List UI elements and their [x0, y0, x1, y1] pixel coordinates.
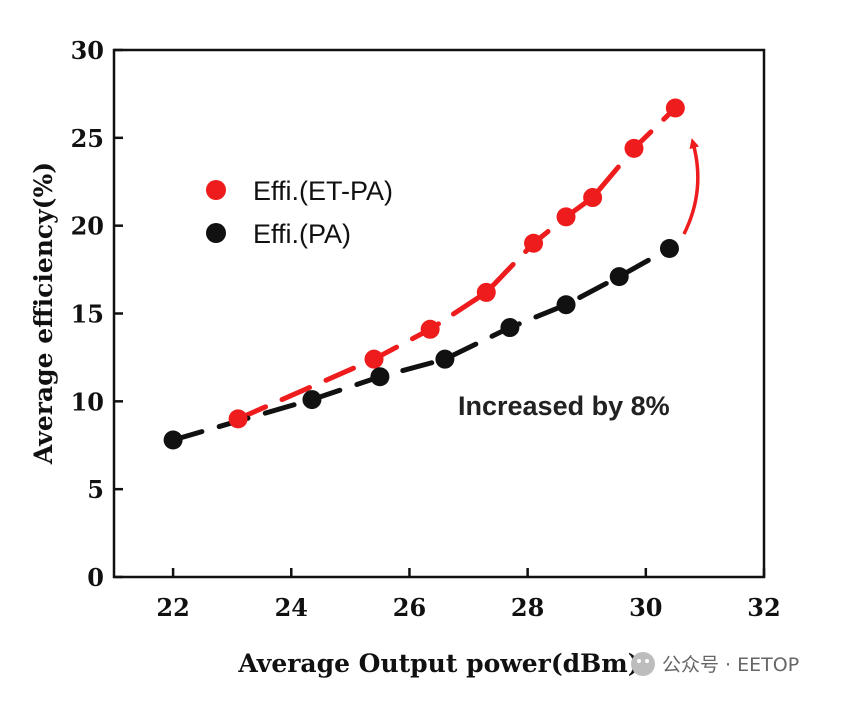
- y-tick-label: 25: [71, 124, 104, 153]
- data-point-et-pa: [228, 409, 248, 429]
- y-axis-ticks: 0 5 10 15 20 25 30: [71, 36, 123, 592]
- legend-label-et-pa: Effi.(ET-PA): [253, 176, 393, 206]
- y-tick-label: 5: [87, 475, 104, 504]
- y-tick-label: 10: [71, 387, 104, 416]
- data-point-et-pa: [583, 188, 603, 208]
- data-point-et-pa: [476, 282, 496, 302]
- data-point-et-pa: [420, 319, 440, 339]
- x-axis-ticks: 22 24 26 28 30 32: [156, 568, 781, 622]
- series-layer: [163, 98, 685, 450]
- data-point-et-pa: [364, 349, 384, 369]
- x-tick-label: 28: [511, 593, 544, 622]
- x-tick-label: 24: [275, 593, 308, 622]
- legend-marker-et-pa: [206, 180, 226, 200]
- x-tick-label: 30: [629, 593, 662, 622]
- increase-annotation: Increased by 8%: [458, 391, 670, 421]
- data-point-et-pa: [624, 138, 644, 158]
- wechat-icon: [631, 652, 655, 676]
- data-point-et-pa: [665, 98, 685, 118]
- plot-frame: [112, 48, 766, 579]
- y-tick-label: 0: [87, 563, 104, 592]
- y-tick-label: 30: [71, 36, 104, 65]
- x-axis-title: Average Output power(dBm): [237, 649, 639, 678]
- y-axis-title: Average efficiency(%): [29, 162, 58, 465]
- x-tick-label: 32: [747, 593, 780, 622]
- data-point-pa: [556, 295, 576, 315]
- data-point-pa: [659, 239, 679, 259]
- data-point-pa: [302, 390, 322, 410]
- data-point-pa: [163, 430, 183, 450]
- data-point-pa: [500, 318, 520, 338]
- watermark: 公众号 · EETOP: [631, 652, 799, 676]
- legend-marker-pa: [206, 223, 226, 243]
- series-line-et-pa: [235, 105, 678, 422]
- x-tick-label: 22: [156, 593, 189, 622]
- data-point-pa: [435, 349, 455, 369]
- y-tick-label: 20: [71, 212, 104, 241]
- data-point-pa: [609, 267, 629, 287]
- data-point-et-pa: [524, 233, 544, 253]
- x-tick-label: 26: [393, 593, 426, 622]
- legend: Effi.(ET-PA) Effi.(PA): [206, 176, 393, 249]
- data-point-et-pa: [556, 207, 576, 227]
- legend-label-pa: Effi.(PA): [253, 219, 351, 249]
- watermark-text: 公众号 · EETOP: [662, 654, 799, 676]
- data-point-pa: [370, 367, 390, 387]
- increase-arrow: [682, 138, 700, 235]
- series-line-pa: [170, 246, 672, 443]
- y-tick-label: 15: [71, 300, 104, 329]
